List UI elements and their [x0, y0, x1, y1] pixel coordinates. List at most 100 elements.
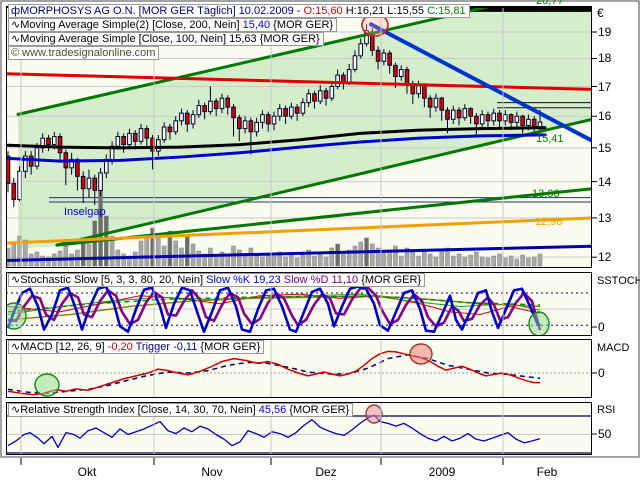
ma200-label: Moving Average Simple(2) [Close, 200, Ne… — [20, 19, 243, 31]
candle-down — [248, 120, 254, 133]
volume-bar — [156, 237, 161, 267]
volume-bar — [358, 241, 363, 267]
rsi-line — [7, 414, 541, 449]
candle-down — [312, 93, 317, 102]
volume-bar — [242, 255, 248, 267]
candle-up — [271, 115, 277, 125]
candle-up — [329, 86, 335, 99]
candle-up — [462, 108, 468, 119]
stochastic-pane — [6, 285, 592, 336]
volume-bar — [248, 247, 254, 267]
volume-bar — [514, 258, 520, 267]
candle-down — [213, 100, 219, 110]
stoch-oversold-left-circle — [6, 302, 27, 330]
volume-bar — [265, 253, 271, 267]
candle-down — [11, 182, 17, 200]
candle-up — [416, 84, 421, 95]
candle-down — [231, 106, 236, 119]
stoch-pane-border — [6, 272, 592, 336]
volume-bar — [144, 235, 150, 267]
volume-bar — [427, 253, 433, 267]
slow-k — [6, 285, 541, 334]
volume-bar — [185, 235, 190, 267]
instrument-title-row: ф MORPHOSYS AG O.N. [MOR GER Täglich] 10… — [8, 4, 470, 18]
open-value: O:15,60 — [303, 5, 343, 17]
volume-bar — [329, 247, 335, 267]
candle-up — [479, 114, 485, 125]
candle-up — [381, 52, 387, 62]
candle-down — [46, 137, 51, 146]
candle-down — [456, 109, 462, 119]
candle-up — [433, 97, 439, 108]
candle-down — [439, 97, 444, 111]
volume-bar — [213, 255, 219, 267]
y-axis-tick: 0 — [598, 366, 605, 380]
volume-bar — [381, 251, 387, 267]
volume-bar — [416, 255, 421, 267]
rsi-pane-border — [6, 402, 592, 455]
stoch-aux-olive — [7, 295, 541, 321]
channel-top-green — [16, 6, 499, 116]
wave-icon: ∿ — [11, 341, 21, 353]
volume-bar — [17, 235, 22, 267]
macd-label: MACD [12, 26, 9] — [20, 341, 108, 353]
volume-bar — [121, 253, 126, 267]
candle-up — [86, 177, 92, 190]
volume-bar — [300, 252, 306, 267]
candle-down — [393, 64, 398, 78]
volume-bar — [474, 251, 479, 267]
volume-bar — [445, 247, 450, 267]
volume-bar — [196, 250, 202, 267]
volume-bar — [439, 251, 444, 267]
candle-up — [289, 106, 294, 117]
stochastic-label: Stochastic Slow [5, 3, 3, 80, 20, Nein] — [20, 274, 207, 286]
candle-up — [161, 126, 167, 141]
volume-bar — [479, 256, 485, 267]
volume-bar — [462, 256, 468, 267]
x-axis-label: Nov — [201, 465, 223, 479]
rsi-value: 45,56 — [258, 404, 287, 416]
instrument-title: MORPHOSYS AG O.N. [MOR GER Täglich] 10.0… — [20, 5, 304, 17]
y-axis-tick: 17 — [598, 79, 612, 94]
volume-bar — [531, 256, 537, 267]
rsi-peak-circle — [365, 404, 383, 424]
y-axis-tick: 15 — [598, 140, 612, 155]
volume-bar — [341, 253, 346, 267]
candle-down — [132, 132, 138, 142]
orange-support-line — [6, 216, 592, 245]
volume-bar — [491, 255, 496, 267]
candle-up — [34, 147, 40, 167]
close-value: C:15,81 — [427, 5, 466, 17]
candle-up — [196, 105, 202, 116]
x-axis-label: Feb — [536, 465, 558, 479]
y-axis-tick: 50 — [598, 427, 612, 441]
macd-symbol: {MOR GER} — [197, 341, 261, 353]
volume-bar — [132, 251, 138, 267]
candle-down — [485, 114, 491, 122]
candle-down — [508, 114, 514, 123]
candle-down — [202, 105, 207, 113]
rsi-legend: ∿Relative Strength Index [Close, 14, 30,… — [8, 403, 354, 417]
ma100-label: Moving Average Simple [Close, 100, Nein]… — [20, 33, 320, 45]
candle-down — [294, 106, 300, 114]
volume-bar — [237, 249, 242, 267]
macd-pane-border — [6, 339, 592, 398]
stochastic-symbol: {MOR GER} — [361, 274, 422, 286]
candle-down — [497, 112, 502, 122]
price-level-label: 15,41 — [536, 133, 564, 145]
stoch-aux-green — [7, 293, 541, 316]
candle-up — [138, 128, 144, 142]
volume-bar — [312, 255, 317, 267]
candle-down — [237, 117, 242, 130]
volume-bar — [167, 230, 173, 267]
volume-bar — [503, 257, 508, 267]
volume-bar — [375, 247, 381, 267]
candle-up — [260, 114, 265, 123]
volume-bar — [497, 253, 502, 267]
main-pane — [6, 6, 592, 267]
slow-k-value: Slow %K 19,23 — [206, 274, 284, 286]
candle-up — [179, 112, 184, 122]
candle-up — [398, 69, 404, 78]
candle-up — [219, 97, 225, 110]
